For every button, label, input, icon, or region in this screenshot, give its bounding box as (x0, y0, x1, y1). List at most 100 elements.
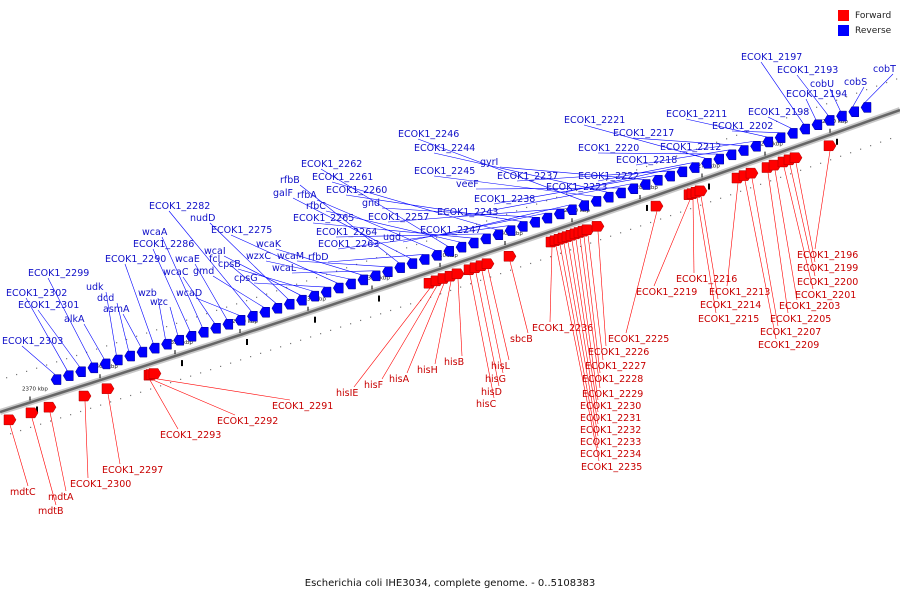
forward-gene-label-hisd: hisD (481, 387, 502, 398)
track-dot (506, 213, 508, 215)
track-dot (296, 283, 298, 285)
track-dot (386, 253, 388, 256)
reverse-leader-line (499, 166, 645, 180)
reverse-gene-label-ecok1-2238: ECOK1_2238 (474, 194, 535, 205)
forward-gene-arrow (789, 152, 803, 163)
reverse-gene-arrow (529, 217, 540, 228)
forward-gene-label-sbcb: sbcB (510, 334, 533, 345)
reverse-gene-label-ecok1-2222: ECOK1_2222 (578, 171, 639, 182)
forward-leader-line (653, 199, 691, 287)
track-dot (826, 103, 828, 105)
track-dot (700, 204, 702, 206)
reverse-leader-line (829, 88, 841, 112)
track-dot (190, 375, 192, 377)
tick-bar (246, 338, 248, 345)
forward-gene-label-ecok1-2219: ECOK1_2219 (636, 287, 697, 298)
legend-forward: Forward (838, 8, 891, 23)
track-dot (376, 257, 378, 259)
track-dot (706, 145, 708, 147)
track-dot (566, 193, 568, 195)
forward-gene-label-ecok1-2227: ECOK1_2227 (585, 361, 646, 372)
track-dot (270, 349, 272, 351)
track-dot (596, 183, 598, 185)
reverse-leader-line (760, 61, 804, 125)
track-dot (866, 89, 868, 91)
track-dot (160, 385, 162, 387)
reverse-leader-line (195, 297, 240, 316)
reverse-leader-line (635, 149, 731, 166)
track-dot (770, 180, 772, 182)
track-dot (740, 190, 742, 192)
reverse-gene-label-ecok1-2262: ECOK1_2262 (301, 159, 362, 170)
reverse-gene-label-wcad: wcaD (176, 288, 202, 299)
track-dot (620, 232, 622, 234)
track-dot (896, 78, 898, 80)
track-dot (500, 273, 502, 275)
track-dot (186, 319, 188, 321)
reverse-leader-line (597, 152, 718, 155)
track-dot (180, 378, 182, 380)
tick-bar (181, 360, 183, 367)
forward-gene-arrow (745, 167, 759, 179)
forward-leader-line (9, 424, 29, 487)
reverse-gene-arrow (259, 307, 270, 318)
reverse-gene-arrow (320, 286, 332, 298)
reverse-gene-arrow (148, 342, 160, 354)
track-dot (316, 277, 318, 279)
reverse-leader-line (265, 260, 350, 280)
track-dot (856, 92, 858, 94)
reverse-gene-arrow (517, 221, 528, 232)
reverse-leader-line (864, 73, 894, 103)
legend: Forward Reverse (838, 8, 891, 38)
track-dot (236, 303, 238, 305)
forward-leader-line (774, 170, 798, 301)
reverse-gene-arrow (443, 246, 454, 257)
reverse-gene-arrow (455, 241, 467, 253)
forward-gene-arrow (451, 268, 465, 280)
forward-gene-label-ecok1-2196: ECOK1_2196 (797, 250, 858, 261)
forward-leader-line (154, 378, 291, 401)
reverse-leader-line (632, 137, 743, 146)
reverse-leader-line (124, 263, 154, 344)
track-dot (640, 225, 642, 227)
forward-gene-label-ecok1-2297: ECOK1_2297 (102, 465, 163, 476)
reverse-gene-arrow (480, 233, 491, 245)
track-dot (240, 359, 242, 361)
forward-gene-arrow (3, 414, 17, 426)
forward-leader-line (567, 241, 599, 425)
track-dot (780, 176, 782, 178)
reverse-gene-arrow (774, 132, 786, 143)
track-dot (850, 152, 852, 154)
track-dot (560, 252, 562, 254)
track-dot (730, 194, 732, 196)
track-dot (256, 296, 258, 298)
reverse-gene-arrow (639, 179, 651, 190)
track-dot (16, 373, 18, 376)
forward-leader-line (767, 172, 789, 314)
reverse-leader-line (223, 255, 301, 296)
track-dot (810, 166, 812, 168)
reverse-gene-arrow (62, 370, 74, 381)
track-dot (736, 134, 738, 136)
reverse-gene-label-asma: asmA (103, 304, 130, 315)
reverse-leader-line (25, 297, 68, 371)
reverse-gene-arrow (382, 266, 393, 278)
track-dot (176, 322, 178, 324)
tick-bar (314, 316, 316, 323)
reverse-gene-arrow (701, 158, 712, 169)
track-dot (666, 158, 668, 161)
track-dot (870, 145, 872, 147)
track-dot (760, 183, 762, 185)
forward-swatch (838, 10, 849, 21)
forward-leader-line (434, 281, 452, 365)
forward-leader-line (597, 231, 607, 347)
reverse-leader-line (597, 162, 694, 182)
reverse-gene-arrow (688, 162, 700, 173)
track-dot (20, 429, 22, 432)
forward-leader-line (151, 379, 236, 416)
forward-gene-label-ecok1-2231: ECOK1_2231 (580, 413, 641, 424)
reverse-leader-line (157, 297, 166, 340)
reverse-gene-arrow (247, 311, 258, 322)
forward-gene-arrow (503, 251, 517, 262)
forward-gene-label-ecok1-2225: ECOK1_2225 (608, 334, 669, 345)
